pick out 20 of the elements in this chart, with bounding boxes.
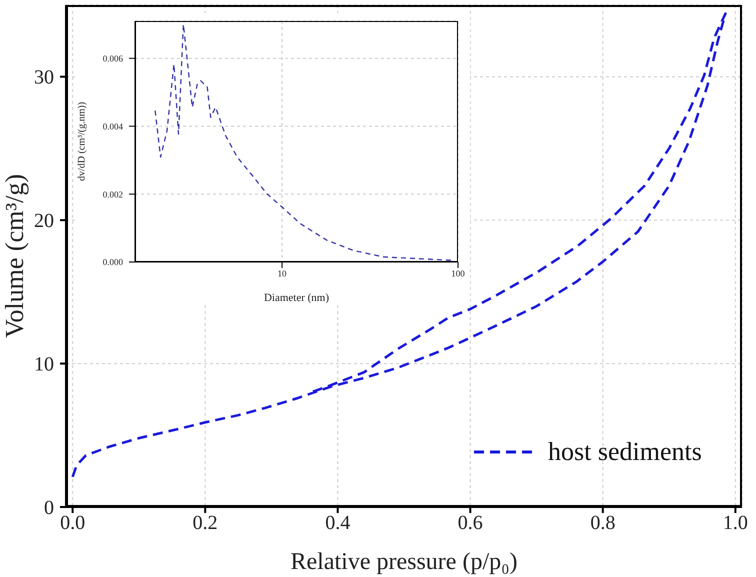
y-tick-label: 10: [34, 354, 54, 376]
x-axis-title: Relative pressure (p/p₀): [290, 549, 518, 575]
y-tick-label: 20: [34, 210, 54, 232]
y-axis-title: dv/dD (cm³/(g.nm)): [76, 102, 88, 182]
y-tick-label: 0.002: [102, 189, 123, 200]
x-tick-label: 0.6: [458, 512, 483, 534]
x-tick-label: 100: [451, 268, 466, 278]
y-tick-label: 0: [44, 497, 54, 519]
x-tick-label: 0.2: [192, 512, 218, 534]
legend-label: host sediments: [548, 437, 702, 467]
x-tick-label: 0.4: [325, 512, 350, 534]
y-tick-label: 30: [34, 66, 54, 89]
x-axis-title: Diameter (nm): [264, 292, 330, 304]
y-axis-title: Volume (cm³/g): [0, 174, 30, 338]
x-tick-label: 0.8: [590, 512, 616, 534]
y-tick-label: 0.004: [102, 121, 124, 132]
x-tick-label: 1.0: [722, 512, 748, 534]
y-tick-label: 0.006: [102, 53, 124, 64]
x-tick-label: 0.0: [60, 512, 86, 534]
y-tick-label: 0.000: [102, 257, 124, 268]
